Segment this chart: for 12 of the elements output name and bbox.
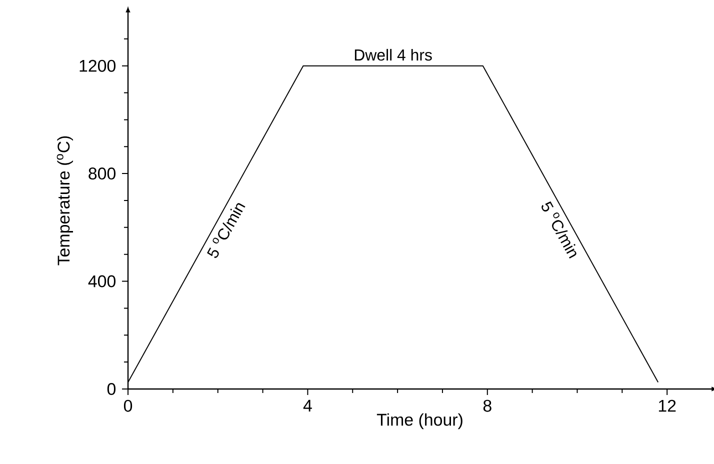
annotation: Dwell 4 hrs [354, 48, 432, 61]
y-tick-label: 800 [88, 168, 116, 180]
annotation: 5 $^{o}$C/min [542, 201, 576, 259]
x-axis-title: Time (hour) [376, 413, 462, 430]
y-axis-title: Temperature ($^{o}$C) [56, 136, 73, 266]
x-tick-label: 0 [124, 400, 132, 412]
x-tick-label: 4 [303, 400, 312, 412]
y-tick-label: 1200 [80, 60, 116, 72]
x-tick-label: 8 [483, 400, 492, 412]
y-tick-label: 400 [88, 275, 116, 288]
x-tick-label: 12 [658, 400, 676, 412]
y-tick-label: 0 [107, 382, 116, 395]
